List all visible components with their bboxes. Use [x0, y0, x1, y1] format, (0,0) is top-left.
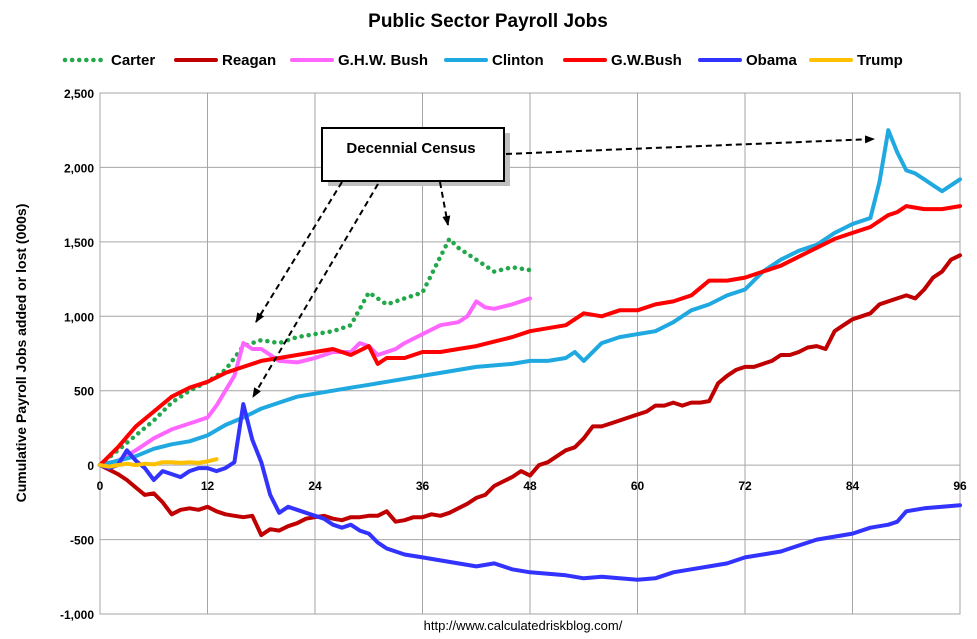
y-tick-label: 1,000: [64, 310, 94, 324]
census-arrow-3: [439, 181, 451, 226]
series-line-carter: [97, 236, 533, 468]
y-tick-label: 500: [74, 385, 94, 399]
census-arrow-1: [255, 181, 343, 323]
legend-label: Reagan: [222, 52, 276, 69]
census-annotation-text: Decennial Census: [346, 140, 475, 157]
series-line-reagan: [98, 253, 962, 538]
x-tick-label: 12: [201, 479, 215, 493]
x-tick-label: 60: [631, 479, 645, 493]
legend-label: G.W.Bush: [611, 52, 682, 69]
legend: Carter Reagan G.H.W. Bush Clinton G.W.Bush Ob…: [62, 52, 903, 69]
x-axis-ticks: 0 12 24 36 48 60 72 84 96: [97, 479, 967, 493]
y-tick-label: -500: [70, 534, 94, 548]
census-arrow-4: [505, 135, 875, 155]
census-arrow-2: [252, 183, 379, 398]
series-line-trump: [98, 457, 219, 469]
x-tick-label: 36: [416, 479, 430, 493]
y-tick-label: 1,500: [64, 236, 94, 250]
series-line-g-w-bush: [98, 204, 962, 468]
series-line-clinton: [98, 128, 962, 468]
x-tick-label: 24: [308, 479, 322, 493]
x-tick-label: 96: [953, 479, 967, 493]
census-annotation-box: [321, 127, 505, 182]
legend-label: Carter: [111, 52, 155, 69]
y-axis-ticks: -1,000 -500 0 500 1,000 1,500 2,000 2,500: [60, 87, 94, 622]
census-annotation: Decennial Census: [252, 127, 875, 398]
x-tick-label: 0: [97, 479, 104, 493]
series-line-obama: [98, 402, 962, 582]
legend-label: Obama: [746, 52, 798, 69]
legend-label: Clinton: [492, 52, 544, 69]
x-tick-label: 84: [846, 479, 860, 493]
y-axis-label: Cumulative Payroll Jobs added or lost (0…: [13, 204, 29, 503]
y-tick-label: 0: [87, 459, 94, 473]
y-tick-label: -1,000: [60, 608, 94, 622]
y-tick-label: 2,500: [64, 87, 94, 101]
y-tick-label: 2,000: [64, 161, 94, 175]
series-group: [97, 128, 962, 582]
series-line-g-h-w-bush: [98, 296, 532, 468]
legend-label: Trump: [857, 52, 903, 69]
legend-label: G.H.W. Bush: [338, 52, 428, 69]
x-tick-label: 48: [523, 479, 537, 493]
x-tick-label: 72: [738, 479, 752, 493]
source-credit: http://www.calculatedriskblog.com/: [424, 618, 623, 633]
chart-title: Public Sector Payroll Jobs: [368, 11, 608, 32]
